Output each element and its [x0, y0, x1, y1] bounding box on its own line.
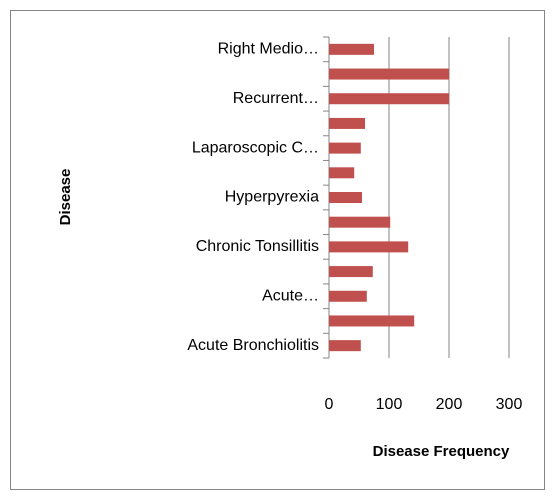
bar [329, 340, 361, 352]
bar [329, 68, 449, 80]
y-tick-label: Acute Bronchiolitis [187, 337, 319, 354]
y-tick-label: Recurrent… [233, 90, 319, 107]
bar [329, 192, 362, 203]
y-tick-label: Hyperpyrexia [225, 189, 319, 206]
bar [329, 117, 365, 129]
bar [329, 43, 374, 55]
bar [329, 315, 415, 327]
bar [329, 241, 409, 253]
y-axis-title: Disease [57, 169, 74, 226]
x-tick-label: 100 [376, 396, 403, 413]
y-tick-label: Chronic Tonsillitis [196, 238, 319, 255]
x-axis-title: Disease Frequency [373, 443, 510, 460]
x-tick-label: 300 [496, 396, 523, 413]
y-tick-label: Laparoscopic C… [192, 139, 319, 156]
bar [329, 93, 449, 105]
x-tick-label: 200 [436, 396, 463, 413]
bar [329, 216, 391, 228]
y-tick-label: Right Medio… [218, 41, 319, 58]
bar [329, 290, 367, 302]
bar [329, 266, 373, 278]
bar [329, 167, 355, 179]
chart-border [10, 10, 545, 490]
bar [329, 142, 361, 154]
x-tick-label: 0 [325, 396, 334, 413]
y-tick-label: Acute… [262, 287, 319, 304]
